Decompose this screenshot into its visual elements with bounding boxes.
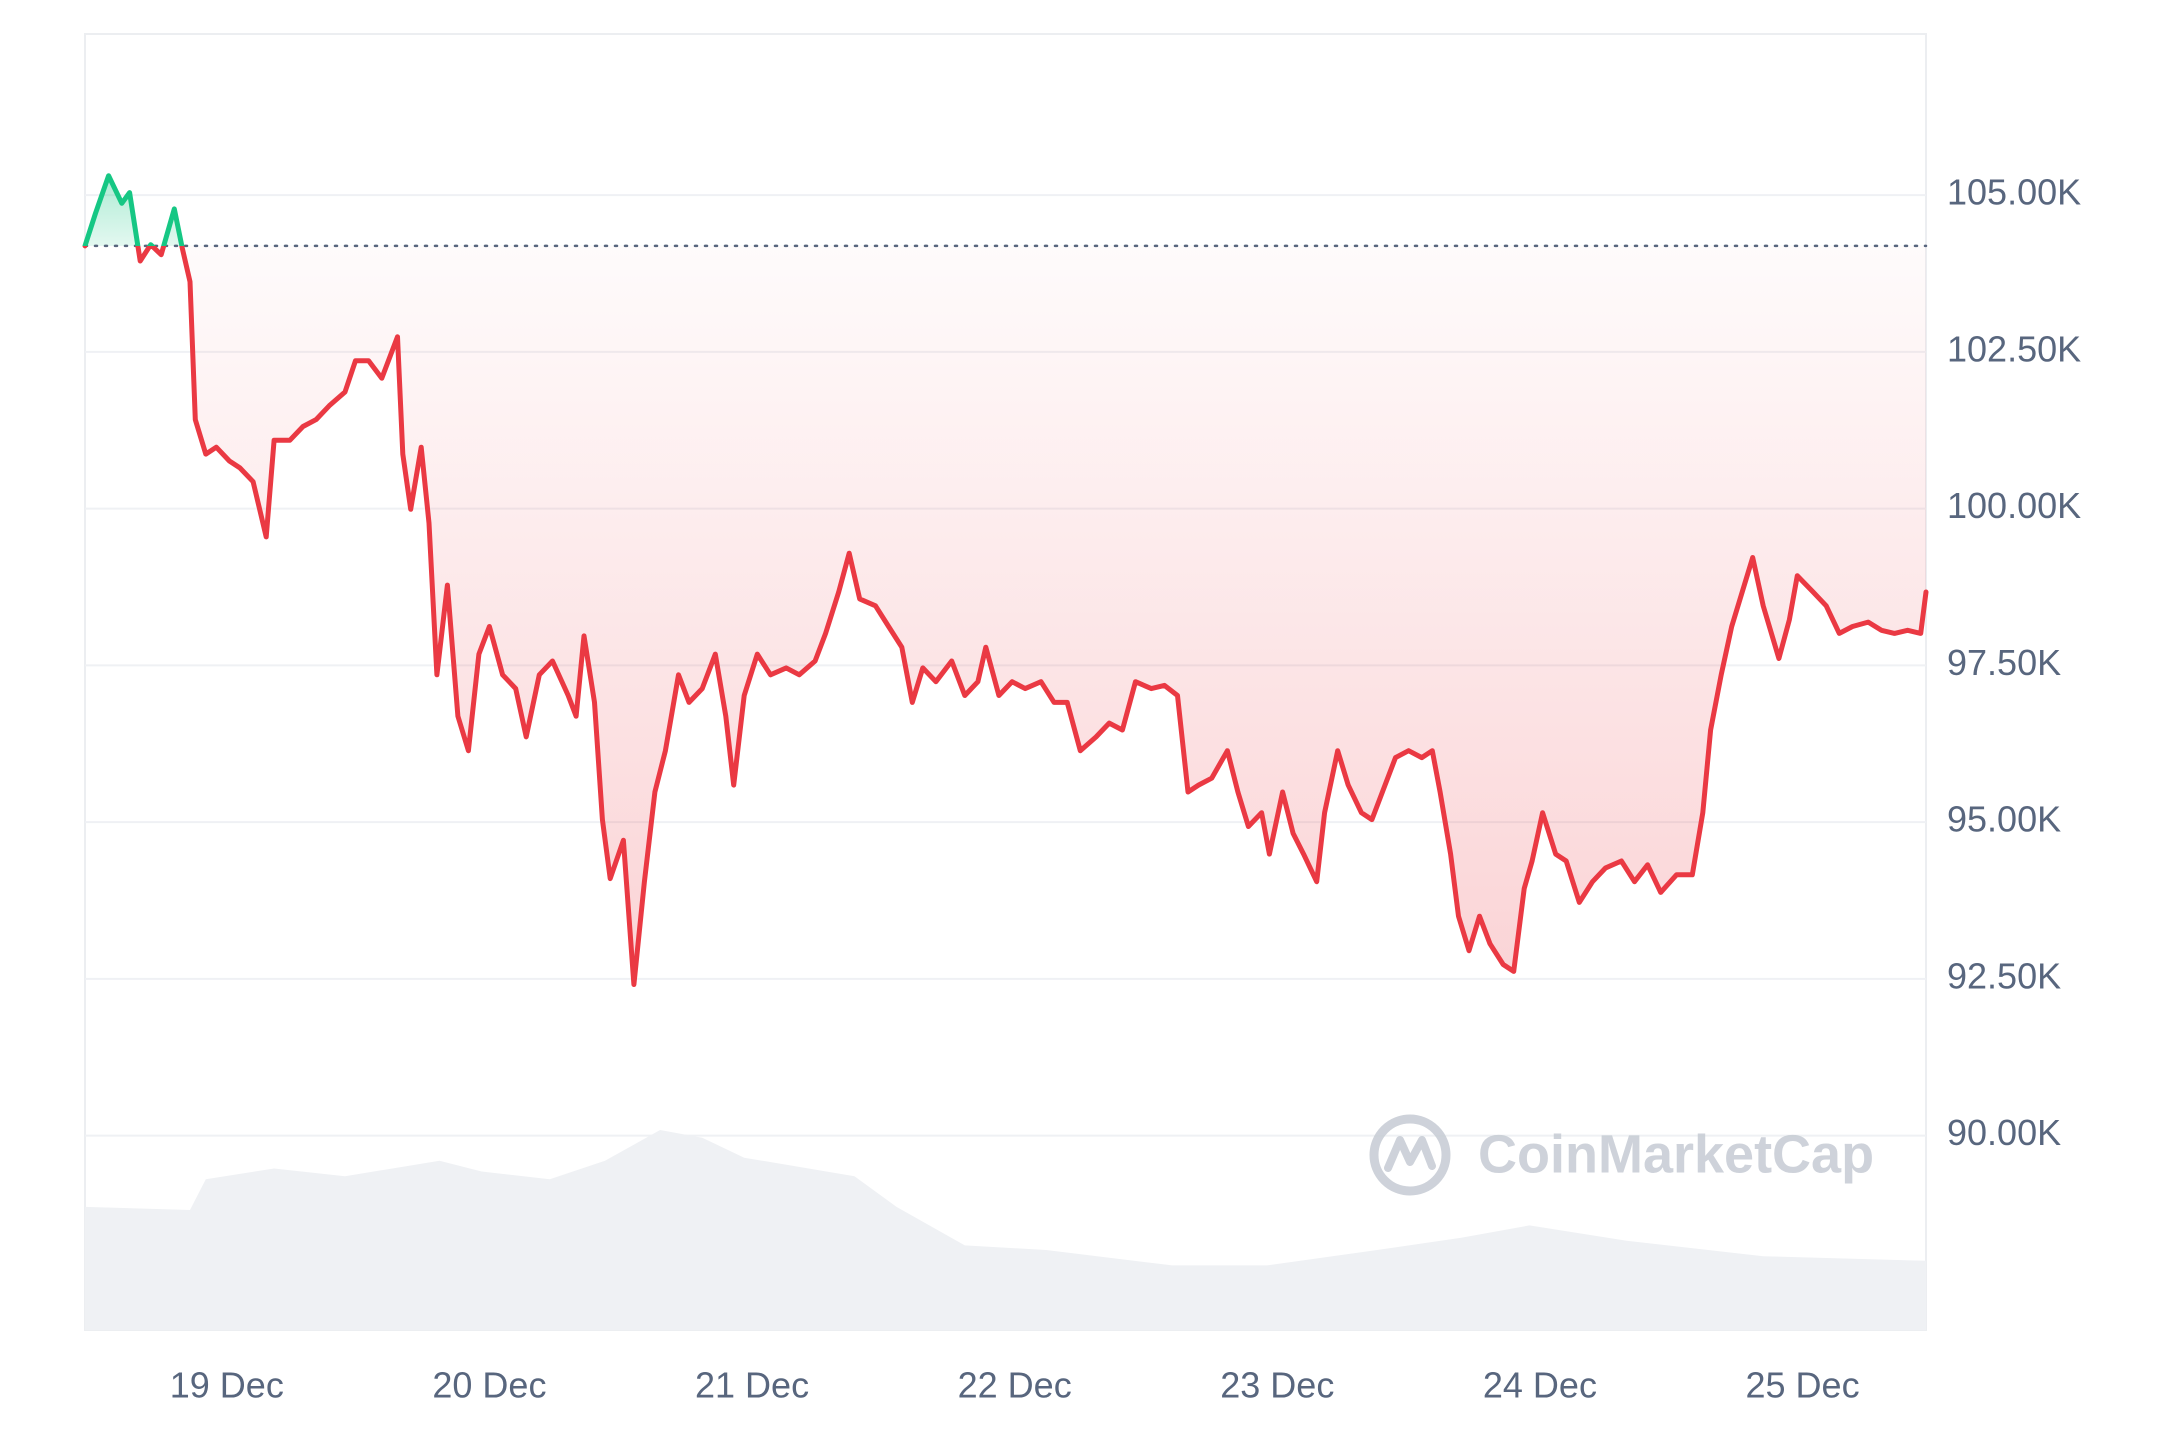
x-tick-label: 21 Dec — [695, 1365, 809, 1406]
watermark-text: CoinMarketCap — [1478, 1124, 1874, 1184]
x-tick-label: 25 Dec — [1746, 1365, 1860, 1406]
y-tick-label: 105.00K — [1947, 172, 2081, 213]
x-tick-label: 24 Dec — [1483, 1365, 1597, 1406]
y-tick-label: 90.00K — [1947, 1112, 2061, 1153]
x-tick-label: 22 Dec — [958, 1365, 1072, 1406]
watermark-logo-m — [1384, 1136, 1436, 1172]
y-tick-label: 97.50K — [1947, 642, 2061, 683]
watermark-logo — [1369, 1114, 1451, 1196]
volume-area — [85, 1130, 1926, 1330]
price-line — [82, 173, 1929, 987]
y-tick-label: 102.50K — [1947, 328, 2081, 369]
x-tick-label: 23 Dec — [1220, 1365, 1334, 1406]
y-tick-label: 100.00K — [1947, 485, 2081, 526]
y-tick-label: 95.00K — [1947, 799, 2061, 840]
x-tick-label: 20 Dec — [432, 1365, 546, 1406]
y-tick-label: 92.50K — [1947, 955, 2061, 996]
x-tick-label: 19 Dec — [170, 1365, 284, 1406]
watermark: CoinMarketCap — [1369, 1114, 1874, 1196]
price-area — [85, 175, 1926, 985]
